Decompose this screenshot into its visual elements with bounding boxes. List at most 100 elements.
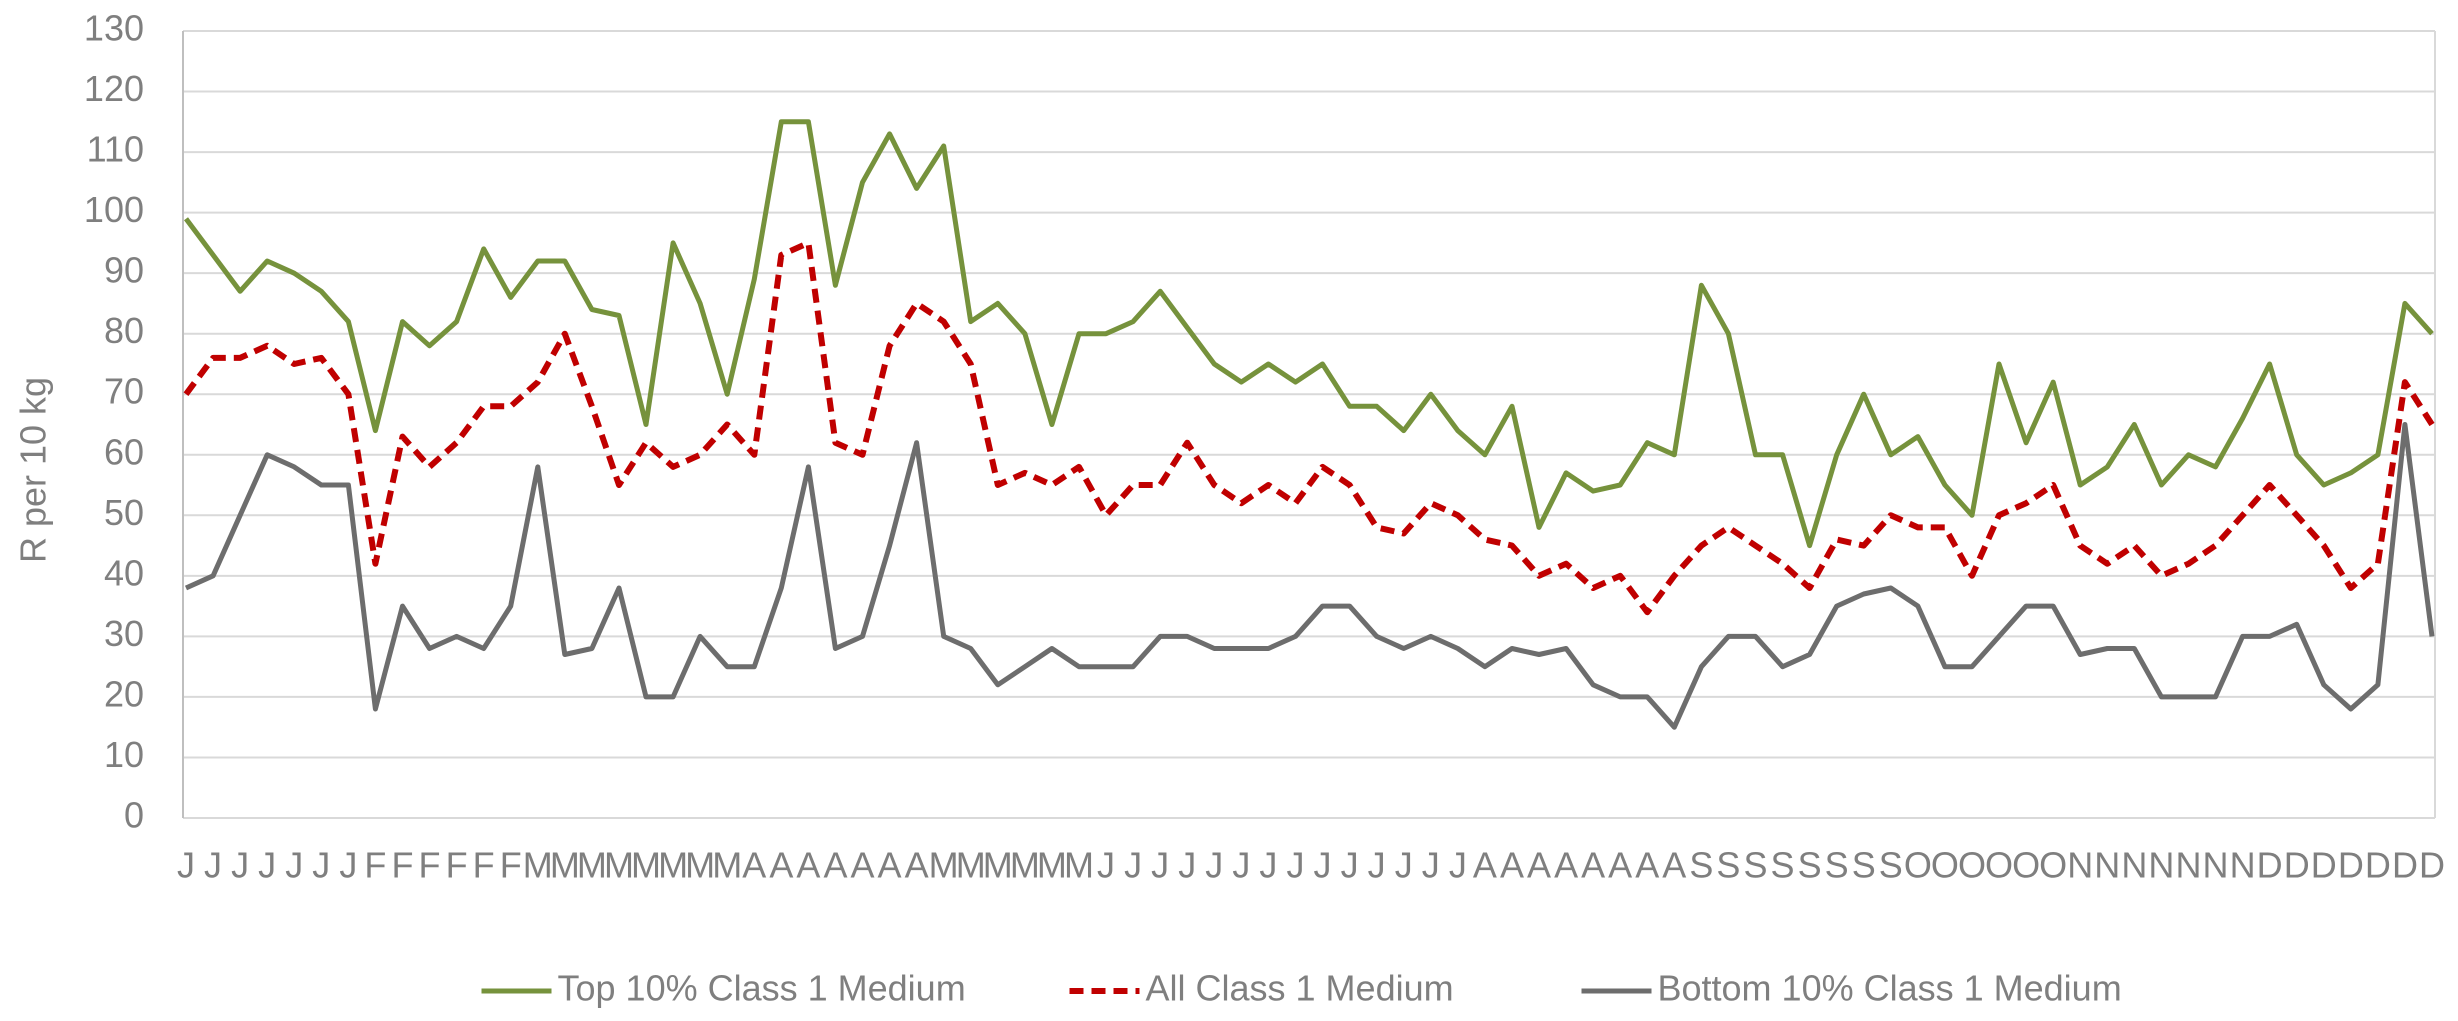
x-tick-label: M: [712, 845, 742, 886]
x-tick-label: J: [1314, 845, 1332, 886]
x-tick-label: O: [1958, 845, 1986, 886]
x-tick-label: N: [2121, 845, 2147, 886]
x-tick-label: M: [983, 845, 1013, 886]
x-tick-label: D: [2365, 845, 2391, 886]
x-tick-label: O: [1985, 845, 2013, 886]
y-tick-label: 60: [104, 431, 144, 472]
x-tick-label: A: [1554, 845, 1578, 886]
series-line: [184, 422, 2435, 730]
x-tick-label: F: [500, 845, 522, 886]
x-tick-label: A: [796, 845, 820, 886]
x-tick-label: N: [2230, 845, 2256, 886]
y-tick-label: 80: [104, 310, 144, 351]
x-tick-label: J: [204, 845, 222, 886]
x-tick-label: J: [339, 845, 357, 886]
y-tick-label: 40: [104, 552, 144, 593]
x-tick-label: J: [1368, 845, 1386, 886]
x-tick-label: O: [2039, 845, 2067, 886]
x-tick-label: M: [929, 845, 959, 886]
x-tick-label: J: [1449, 845, 1467, 886]
legend-label: All Class 1 Medium: [1146, 968, 1454, 1009]
y-tick-label: 120: [84, 68, 144, 109]
x-tick-label: F: [419, 845, 441, 886]
x-tick-label: M: [523, 845, 553, 886]
x-tick-label: M: [631, 845, 661, 886]
x-tick-label: F: [473, 845, 495, 886]
x-tick-label: A: [905, 845, 929, 886]
y-tick-label: 90: [104, 250, 144, 291]
x-tick-label: J: [1097, 845, 1115, 886]
x-tick-label: J: [1286, 845, 1304, 886]
x-tick-label: A: [769, 845, 793, 886]
x-tick-label: M: [1037, 845, 1067, 886]
x-tick-label: A: [1608, 845, 1632, 886]
x-tick-label: A: [1581, 845, 1605, 886]
x-tick-label: J: [312, 845, 330, 886]
x-tick-label: N: [2148, 845, 2174, 886]
x-tick-label: J: [1341, 845, 1359, 886]
x-tick-label: J: [1232, 845, 1250, 886]
x-tick-label: S: [1798, 845, 1822, 886]
x-tick-label: D: [2338, 845, 2364, 886]
series-line: [183, 119, 2434, 549]
x-tick-label: J: [1422, 845, 1440, 886]
y-tick-label: 30: [104, 613, 144, 654]
x-tick-label: M: [956, 845, 986, 886]
x-tick-label: S: [1716, 845, 1740, 886]
x-tick-label: A: [1500, 845, 1524, 886]
x-tick-label: O: [2012, 845, 2040, 886]
x-tick-label: M: [604, 845, 634, 886]
x-tick-label: S: [1879, 845, 1903, 886]
x-tick-label: D: [2257, 845, 2283, 886]
x-tick-label: J: [1259, 845, 1277, 886]
x-tick-label: J: [1205, 845, 1223, 886]
x-tick-label: D: [2284, 845, 2310, 886]
x-tick-label: O: [1904, 845, 1932, 886]
x-tick-label: N: [2067, 845, 2093, 886]
x-tick-label: S: [1825, 845, 1849, 886]
x-tick-label: M: [658, 845, 688, 886]
y-tick-label: 110: [87, 129, 144, 170]
legend-label: Bottom 10% Class 1 Medium: [1658, 968, 2122, 1009]
x-tick-label: F: [446, 845, 468, 886]
x-tick-label: A: [1662, 845, 1686, 886]
x-tick-label: F: [364, 845, 386, 886]
x-tick-label: N: [2175, 845, 2201, 886]
y-tick-label: 130: [84, 8, 144, 49]
y-tick-label: 10: [104, 734, 144, 775]
x-tick-label: S: [1743, 845, 1767, 886]
x-tick-label: M: [1010, 845, 1040, 886]
series-line: [183, 239, 2435, 616]
x-tick-label: S: [1771, 845, 1795, 886]
x-tick-label: J: [1151, 845, 1169, 886]
y-tick-label: 0: [124, 795, 144, 836]
x-tick-label: O: [1931, 845, 1959, 886]
x-tick-label: F: [391, 845, 413, 886]
x-tick-label: D: [2392, 845, 2418, 886]
y-tick-label: 50: [104, 492, 144, 533]
x-tick-label: A: [1473, 845, 1497, 886]
x-tick-label: M: [685, 845, 715, 886]
x-tick-label: J: [1395, 845, 1413, 886]
x-tick-label: S: [1852, 845, 1876, 886]
x-tick-label: J: [1178, 845, 1196, 886]
x-tick-label: A: [878, 845, 902, 886]
x-tick-label: J: [258, 845, 276, 886]
x-tick-label: J: [177, 845, 195, 886]
x-tick-label: N: [2094, 845, 2120, 886]
x-tick-label: J: [1124, 845, 1142, 886]
x-tick-label: D: [2311, 845, 2337, 886]
x-tick-label: A: [1527, 845, 1551, 886]
x-tick-label: A: [850, 845, 874, 886]
legend-label: Top 10% Class 1 Medium: [558, 968, 966, 1009]
x-tick-label: A: [823, 845, 847, 886]
y-tick-label: 20: [104, 673, 144, 714]
y-tick-label: 100: [84, 189, 144, 230]
x-tick-label: M: [550, 845, 580, 886]
x-tick-label: M: [577, 845, 607, 886]
x-tick-label: A: [1635, 845, 1659, 886]
y-axis-label: R per 10 kg: [13, 377, 54, 563]
y-tick-label: 70: [104, 371, 144, 412]
x-tick-label: J: [231, 845, 249, 886]
